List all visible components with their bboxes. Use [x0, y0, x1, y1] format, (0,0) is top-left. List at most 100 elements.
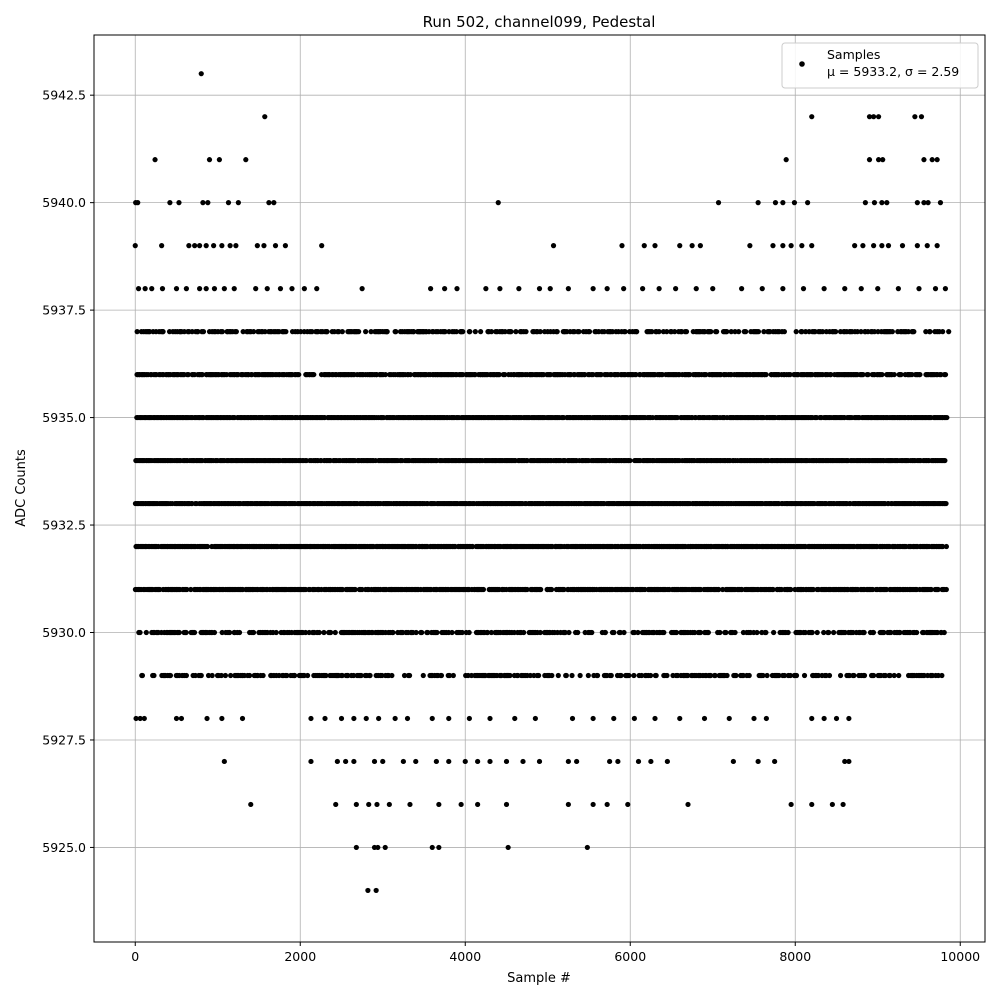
- data-point: [284, 672, 290, 679]
- data-point: [523, 329, 529, 335]
- data-point: [184, 586, 190, 593]
- data-point: [198, 672, 204, 679]
- data-point: [536, 286, 543, 292]
- data-point: [507, 672, 513, 679]
- data-point: [627, 457, 633, 464]
- data-point: [429, 844, 435, 851]
- data-point: [770, 586, 776, 593]
- data-point: [446, 672, 453, 679]
- data-point: [433, 758, 439, 765]
- data-point: [914, 243, 920, 249]
- data-point: [411, 329, 417, 335]
- data-point: [923, 329, 929, 335]
- data-point: [365, 887, 371, 894]
- data-point: [673, 286, 679, 292]
- data-point: [635, 629, 641, 636]
- data-point: [736, 329, 742, 335]
- data-point: [176, 629, 182, 636]
- data-point: [566, 629, 572, 636]
- data-point: [860, 243, 866, 249]
- data-point: [897, 629, 903, 636]
- data-point: [243, 157, 249, 163]
- data-point: [763, 371, 769, 378]
- data-point: [404, 715, 411, 722]
- data-point: [323, 672, 329, 679]
- data-point: [615, 758, 621, 765]
- data-point: [240, 329, 246, 335]
- data-point: [689, 243, 695, 249]
- x-axis-ticks: 0 2000 4000 6000 8000 10000: [131, 942, 980, 964]
- data-point: [301, 286, 307, 292]
- x-tick-label: 8000: [779, 949, 811, 964]
- data-point: [787, 371, 793, 378]
- data-point: [417, 329, 423, 335]
- data-point: [770, 243, 776, 249]
- data-point: [537, 329, 543, 335]
- data-point: [716, 586, 722, 593]
- data-point: [446, 715, 452, 722]
- data-point: [814, 629, 820, 636]
- data-point: [488, 629, 495, 636]
- data-point: [466, 629, 472, 636]
- data-point: [352, 586, 358, 593]
- data-point: [262, 114, 268, 120]
- data-point: [569, 715, 576, 722]
- data-point: [884, 200, 890, 206]
- data-point: [205, 672, 212, 679]
- data-point: [601, 329, 607, 335]
- data-point: [516, 286, 522, 292]
- data-point: [846, 758, 852, 765]
- data-point: [631, 672, 637, 679]
- data-point: [866, 114, 873, 120]
- data-point: [677, 715, 683, 722]
- data-point: [891, 371, 897, 378]
- data-point: [524, 586, 530, 593]
- data-point: [442, 286, 448, 292]
- data-point: [382, 371, 389, 378]
- data-point: [934, 243, 940, 249]
- data-point: [536, 672, 542, 679]
- data-point: [167, 200, 173, 206]
- data-point: [739, 286, 745, 292]
- data-point: [708, 672, 714, 679]
- data-point: [137, 715, 143, 722]
- data-point: [508, 329, 514, 335]
- data-point: [227, 243, 233, 249]
- data-point: [788, 243, 794, 249]
- data-point: [250, 629, 257, 636]
- data-point: [723, 629, 729, 636]
- data-point: [879, 371, 885, 378]
- data-point: [781, 672, 788, 679]
- data-point: [714, 329, 720, 335]
- data-point: [590, 801, 596, 808]
- data-point: [311, 371, 317, 378]
- data-point: [693, 286, 699, 292]
- data-point: [406, 672, 413, 679]
- data-point: [647, 672, 654, 679]
- data-point: [555, 672, 561, 679]
- data-point: [195, 329, 201, 335]
- data-point: [550, 243, 557, 249]
- data-point: [260, 672, 266, 679]
- data-point: [199, 371, 206, 378]
- data-point: [319, 243, 325, 249]
- data-point: [561, 586, 567, 593]
- data-point: [239, 715, 246, 722]
- data-point: [685, 672, 691, 679]
- data-point: [454, 286, 460, 292]
- data-point: [296, 371, 302, 378]
- data-point: [732, 629, 738, 636]
- data-point: [932, 286, 939, 292]
- data-point: [761, 329, 767, 335]
- data-point: [316, 629, 322, 636]
- y-tick-label: 5930.0: [42, 625, 86, 640]
- data-point: [943, 586, 949, 593]
- data-point: [821, 629, 827, 636]
- data-point: [359, 286, 365, 292]
- data-point: [216, 157, 222, 163]
- data-point: [419, 629, 425, 636]
- data-point: [392, 329, 398, 335]
- data-point: [648, 758, 654, 765]
- data-point: [192, 243, 198, 249]
- data-point: [649, 329, 655, 335]
